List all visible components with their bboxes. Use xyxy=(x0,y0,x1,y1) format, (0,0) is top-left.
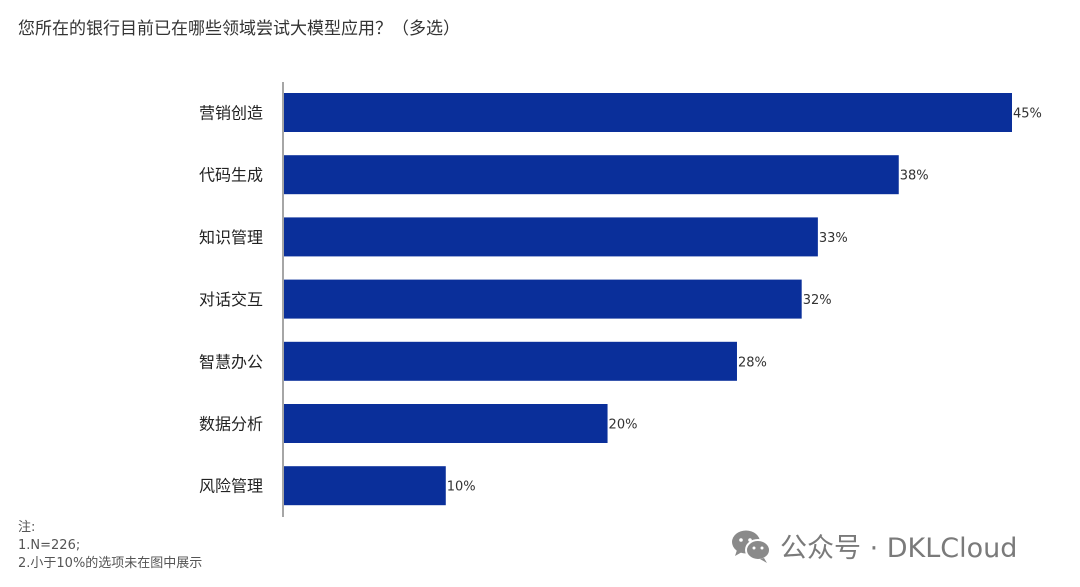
bar xyxy=(284,217,818,257)
notes-line-1: 1.N=226; xyxy=(18,538,81,553)
value-label: 45% xyxy=(1013,107,1042,122)
category-label: 智慧办公 xyxy=(199,352,263,371)
bar xyxy=(284,404,608,443)
bar xyxy=(284,155,899,195)
notes-heading: 注: xyxy=(18,520,36,535)
bar xyxy=(284,279,802,319)
value-label: 10% xyxy=(447,480,476,495)
category-label: 数据分析 xyxy=(199,415,263,434)
watermark: 公众号 · DKLCloud xyxy=(730,526,1017,565)
wechat-icon xyxy=(732,530,771,563)
category-label: 知识管理 xyxy=(199,228,263,247)
category-label: 营销创造 xyxy=(199,104,263,123)
bar xyxy=(284,93,1012,132)
chart-notes: 注: 1.N=226; 2.小于10%的选项未在图中展示 xyxy=(18,519,202,573)
value-label: 33% xyxy=(819,231,848,246)
bar-chart: 营销创造 45% 代码生成 38% 知识管理 33% 对话交互 32% 智慧办公 28% 数据分析 2… xyxy=(199,82,1042,517)
watermark-text: 公众号 · DKLCloud xyxy=(780,533,1018,564)
category-label: 代码生成 xyxy=(199,166,263,185)
notes-line-2: 2.小于10%的选项未在图中展示 xyxy=(18,556,203,571)
value-label: 28% xyxy=(738,355,767,370)
category-label: 风险管理 xyxy=(199,477,263,496)
bar xyxy=(284,341,737,381)
chart-title: 您所在的银行目前已在哪些领域尝试大模型应用？（多选） xyxy=(18,19,460,39)
bar xyxy=(284,466,446,506)
value-label: 38% xyxy=(900,169,929,184)
category-label: 对话交互 xyxy=(199,290,263,309)
value-label: 20% xyxy=(609,418,638,433)
value-label: 32% xyxy=(803,293,832,308)
